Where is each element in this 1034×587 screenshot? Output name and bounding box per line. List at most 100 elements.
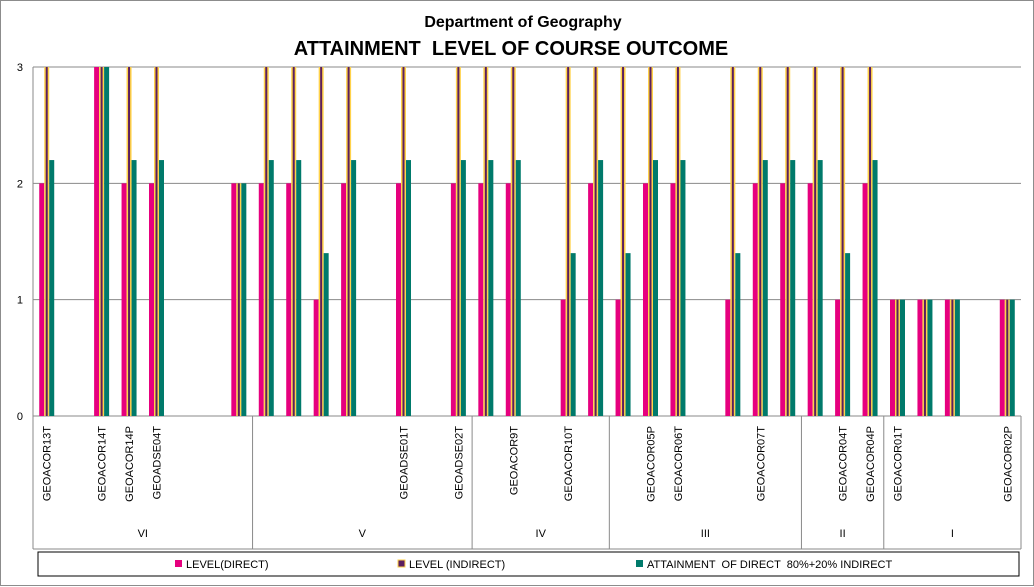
bar-direct <box>341 183 347 416</box>
bar-attainment <box>323 253 329 416</box>
bar-direct <box>396 183 401 416</box>
bar-attainment <box>460 160 466 416</box>
category-label: GEOACOR01T <box>893 426 905 501</box>
bar-attainment <box>1009 299 1015 416</box>
category-label: GEOADSE04T <box>152 426 164 500</box>
bar-direct <box>313 299 319 416</box>
bar-indirect-core <box>731 67 734 416</box>
legend: LEVEL(DIRECT) LEVEL (INDIRECT) ATTAINMENT … <box>37 551 1020 577</box>
group-label: II <box>840 528 846 540</box>
bar-direct <box>752 183 758 416</box>
bar-indirect-core <box>155 67 158 416</box>
bar-attainment <box>515 160 521 416</box>
legend-label-attainment: ATTAINMENT OF DIRECT 80%+20% INDIRECT <box>647 559 892 571</box>
bar-direct <box>890 299 895 416</box>
group-label: I <box>951 528 954 540</box>
bar-direct <box>258 183 264 416</box>
bar-indirect-core <box>45 67 48 416</box>
category-label: GEOACOR06T <box>673 426 685 501</box>
bar-attainment <box>680 160 686 416</box>
bar-indirect-core <box>265 67 268 416</box>
bar-indirect-core <box>1006 299 1009 416</box>
bar-direct <box>807 183 813 416</box>
bar-direct <box>149 183 154 416</box>
chart-title: Department of Geography <box>424 14 621 31</box>
gridlines <box>33 66 1021 417</box>
chart-subtitle: ATTAINMENT LEVEL OF COURSE OUTCOME <box>294 38 728 60</box>
category-label: GEOACOR07T <box>755 426 767 501</box>
category-label: GEOADSE02T <box>453 426 465 500</box>
axes: 0 1 2 3 <box>17 62 1022 550</box>
bar-direct <box>505 183 511 416</box>
bar-direct <box>643 183 648 416</box>
bar-indirect-core <box>622 67 625 416</box>
bar-direct <box>835 299 841 416</box>
bar-attainment <box>625 253 631 416</box>
bar-attainment <box>268 160 274 416</box>
legend-label-indirect: LEVEL (INDIRECT) <box>409 559 505 571</box>
bar-direct <box>780 183 786 416</box>
category-label: GEOACOR05P <box>646 426 658 502</box>
category-labels: GEOACOR13T GEOACOR14T GEOACOR14P GEOADSE04T… <box>42 426 1015 540</box>
bar-direct <box>917 299 923 416</box>
legend-label-direct: LEVEL(DIRECT) <box>186 559 269 571</box>
y-tick-label: 1 <box>17 295 23 307</box>
bar-direct <box>231 183 237 416</box>
bar-attainment <box>817 160 823 416</box>
bar-attainment <box>241 183 247 416</box>
bar-direct <box>999 299 1005 416</box>
legend-swatch-direct <box>175 560 182 567</box>
bar-indirect-core <box>649 67 652 416</box>
bar-attainment <box>845 253 851 416</box>
bar-indirect-core <box>869 67 872 416</box>
y-tick-label: 0 <box>17 411 23 423</box>
category-label: GEOACOR10T <box>563 426 575 501</box>
bar-attainment <box>159 160 164 416</box>
legend-box <box>37 551 1020 577</box>
bar-attainment <box>104 67 110 416</box>
bar-indirect-core <box>484 67 487 416</box>
bar-indirect-core <box>676 67 679 416</box>
bar-direct <box>725 299 731 416</box>
group-label: III <box>701 528 710 540</box>
bar-indirect-core <box>567 67 570 416</box>
category-label: GEOACOR13T <box>42 426 54 501</box>
bar-direct <box>615 299 621 416</box>
bar-indirect-core <box>457 67 460 416</box>
bar-attainment <box>406 160 411 416</box>
bar-attainment <box>351 160 357 416</box>
legend-swatch-indirect <box>397 559 406 568</box>
y-tick-label: 3 <box>17 62 23 74</box>
bar-direct <box>286 183 292 416</box>
bar-direct <box>944 299 950 416</box>
bar-attainment <box>570 253 576 416</box>
bar-indirect-core <box>923 299 926 416</box>
category-label: GEOACOR04P <box>865 426 877 502</box>
bar-indirect-core <box>292 67 295 416</box>
group-label: IV <box>536 528 547 540</box>
bar-attainment <box>954 299 960 416</box>
bar-direct <box>862 183 868 416</box>
bar-attainment <box>762 160 768 416</box>
bar-indirect-core <box>347 67 350 416</box>
group-label: V <box>359 528 367 540</box>
bar-direct <box>588 183 594 416</box>
bar-attainment <box>900 299 905 416</box>
bar-indirect-core <box>814 67 817 416</box>
bar-indirect-core <box>759 67 762 416</box>
bar-attainment <box>790 160 796 416</box>
bar-indirect-core <box>320 67 323 416</box>
bar-indirect-core <box>512 67 515 416</box>
bar-indirect-core <box>841 67 844 416</box>
bar-direct <box>560 299 566 416</box>
bar-attainment <box>927 299 933 416</box>
bar-indirect-core <box>100 67 103 416</box>
category-label: GEOACOR04T <box>838 426 850 501</box>
bar-attainment <box>872 160 878 416</box>
bar-attainment <box>49 160 55 416</box>
y-tick-label: 2 <box>17 178 23 190</box>
category-label: GEOACOR02P <box>1002 426 1014 502</box>
bar-direct <box>94 67 100 416</box>
bar-attainment <box>296 160 302 416</box>
